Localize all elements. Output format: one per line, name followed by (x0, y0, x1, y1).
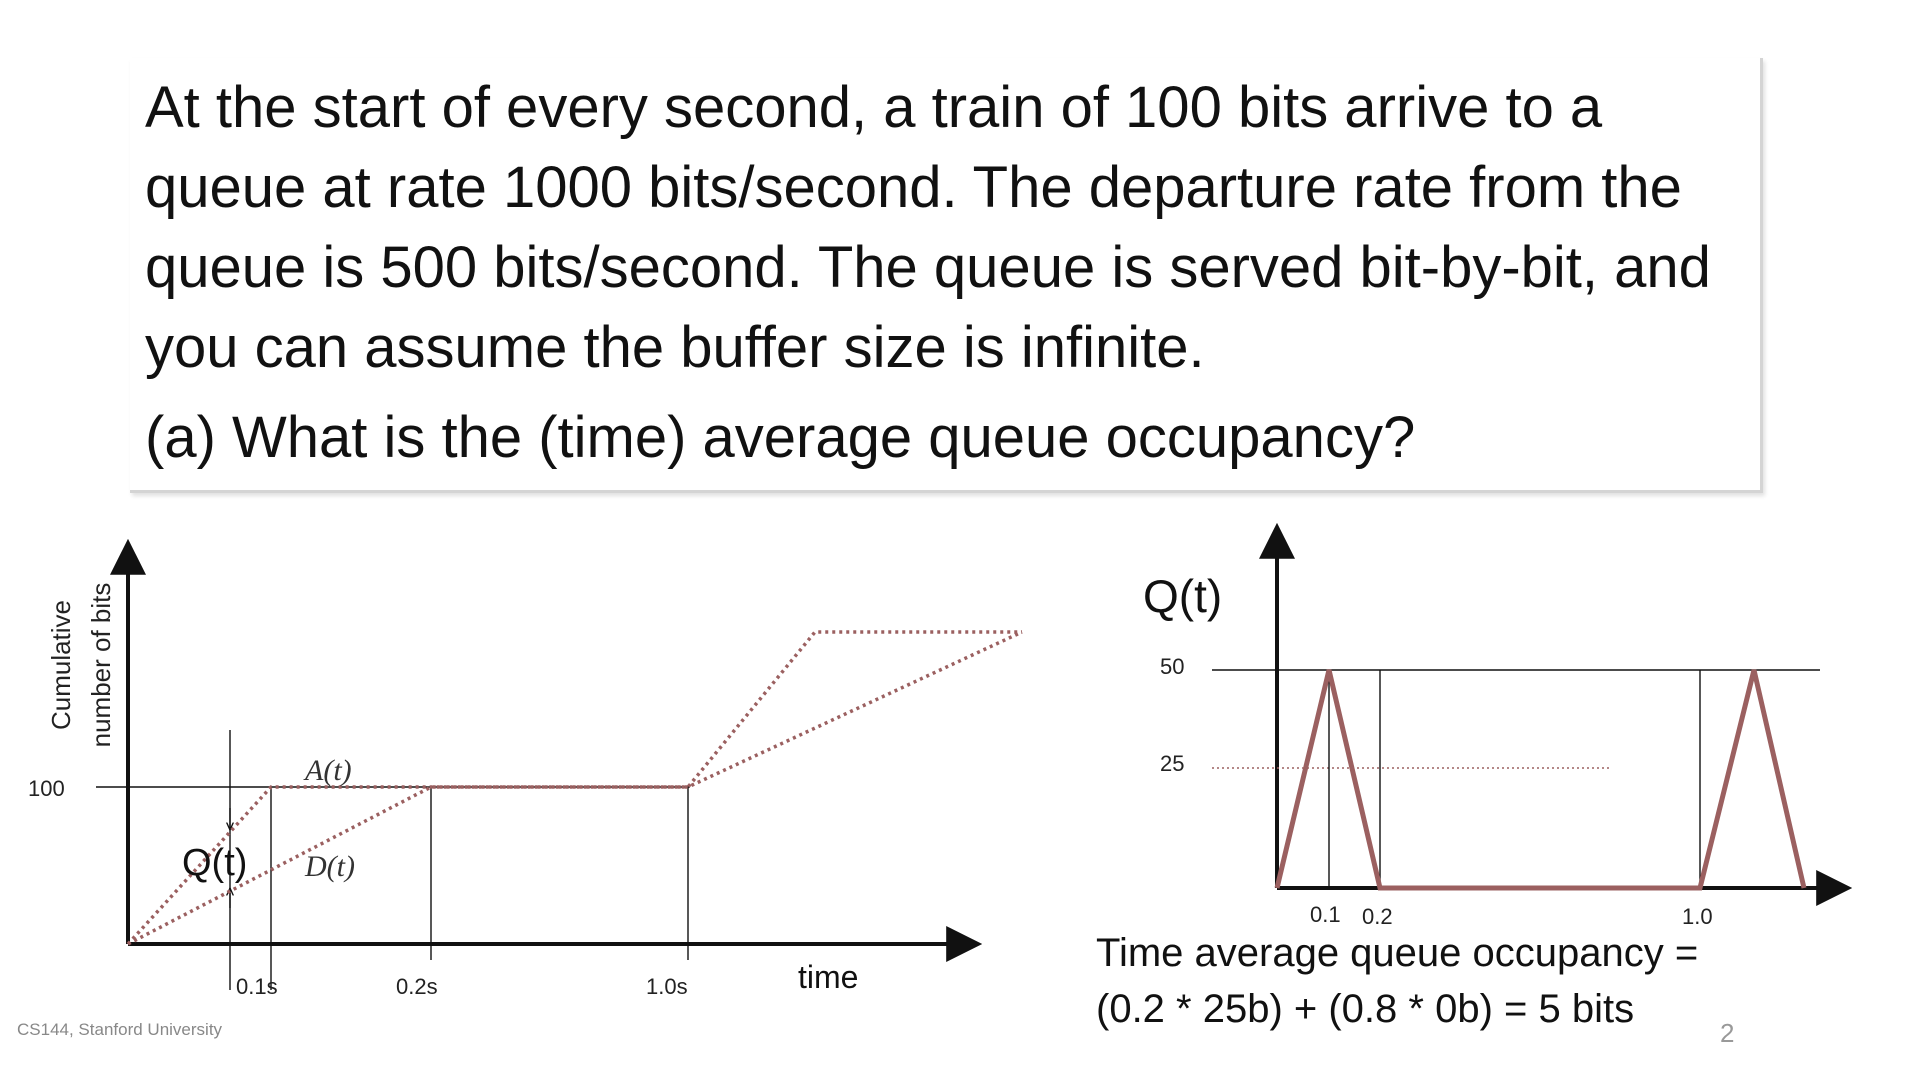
question-text: At the start of every second, a train of… (145, 75, 1711, 380)
queue-occupancy-curve (1274, 669, 1807, 891)
left-x-tick-10: 1.0s (646, 974, 688, 999)
queue-label: Q(t) (182, 842, 247, 884)
left-y-label-line2: number of bits (86, 583, 116, 748)
right-diagram: Q(t) 50 25 0.1 0.2 1.0 (1143, 522, 1853, 929)
left-y-label-line1: Cumulative (46, 600, 76, 730)
departure-label: D(t) (304, 850, 355, 883)
left-x-tick-02: 0.2s (396, 974, 438, 999)
right-title: Q(t) (1143, 570, 1222, 622)
left-y-tick-100: 100 (28, 776, 65, 801)
question-part-a: (a) What is the (time) average queue occ… (145, 405, 1416, 470)
right-x-tick-02: 0.2 (1362, 904, 1393, 929)
arrival-curve (126, 630, 1022, 946)
left-x-tick-01: 0.1s (236, 974, 278, 999)
result-line-2: (0.2 * 25b) + (0.8 * 0b) = 5 bits (1096, 987, 1635, 1031)
left-x-label: time (798, 959, 858, 995)
result-line-1: Time average queue occupancy = (1096, 931, 1699, 975)
departure-curve (127, 630, 1023, 946)
right-x-tick-01: 0.1 (1310, 902, 1341, 927)
slide-footer: CS144, Stanford University (17, 1020, 223, 1039)
left-diagram: Cumulative number of bits 100 A(t) D(t) … (28, 538, 1023, 999)
right-y-tick-25: 25 (1160, 751, 1184, 776)
right-x-tick-10: 1.0 (1682, 904, 1713, 929)
right-y-tick-50: 50 (1160, 654, 1184, 679)
result-text: Time average queue occupancy = (0.2 * 25… (1096, 925, 1698, 1037)
question-box: At the start of every second, a train of… (130, 58, 1763, 493)
arrival-label: A(t) (303, 754, 352, 787)
page-number: 2 (1720, 1018, 1735, 1048)
